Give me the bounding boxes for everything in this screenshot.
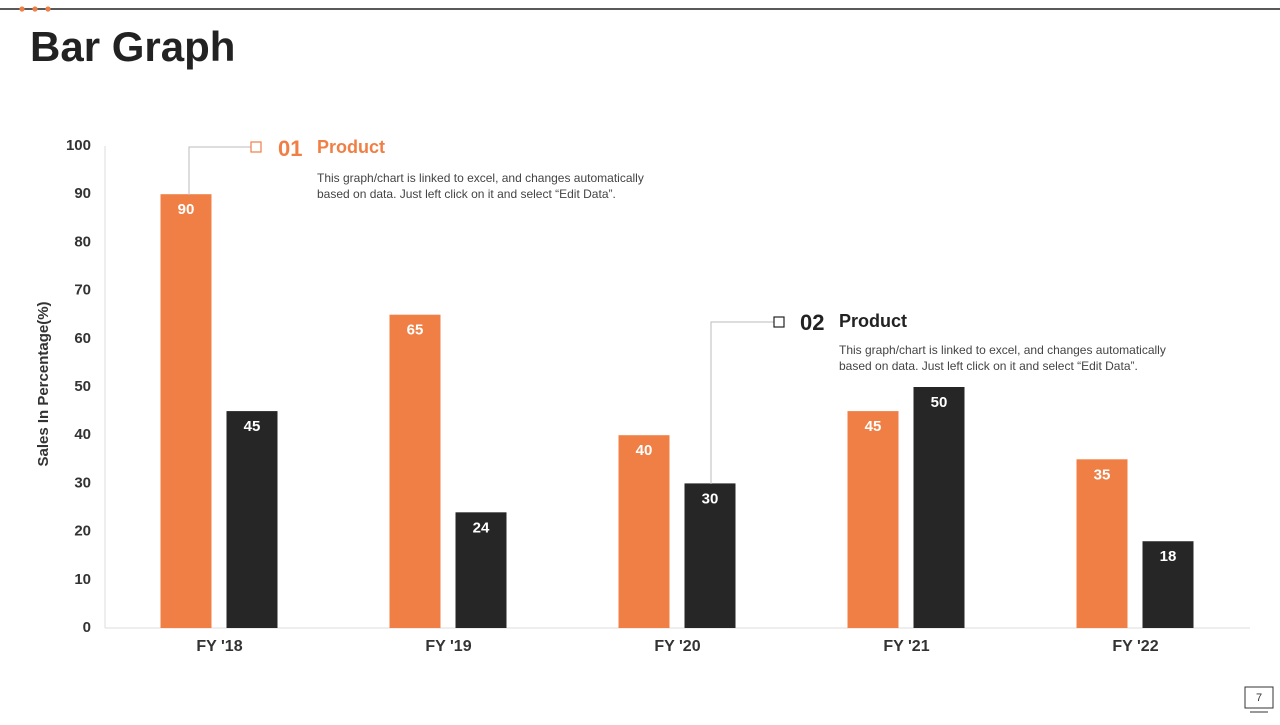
legend-description: based on data. Just left click on it and… bbox=[317, 187, 616, 201]
y-tick-label: 10 bbox=[74, 571, 91, 588]
value-label: 35 bbox=[1094, 466, 1111, 483]
bar bbox=[160, 194, 212, 628]
page-number: 7 bbox=[1256, 692, 1262, 704]
decor-dot bbox=[32, 6, 38, 12]
decor-dot bbox=[45, 6, 51, 12]
value-label: 50 bbox=[931, 394, 948, 411]
bar bbox=[684, 483, 736, 628]
bar bbox=[847, 411, 899, 628]
value-label: 40 bbox=[636, 442, 653, 459]
bar bbox=[618, 435, 670, 628]
leader-line bbox=[188, 146, 251, 195]
y-tick-label: 0 bbox=[83, 619, 91, 636]
bar bbox=[913, 387, 965, 628]
y-tick-label: 50 bbox=[74, 378, 91, 395]
bar bbox=[226, 411, 278, 628]
legend-entry: Product bbox=[317, 137, 385, 157]
legend-marker bbox=[250, 141, 262, 153]
legend-entry: Product bbox=[839, 311, 907, 331]
legend-number: 01 bbox=[278, 136, 302, 161]
y-tick-label: 80 bbox=[74, 233, 91, 250]
value-label: 24 bbox=[473, 519, 490, 536]
x-tick-label: FY '20 bbox=[654, 638, 700, 655]
value-label: 65 bbox=[407, 322, 424, 339]
bar bbox=[1076, 459, 1128, 628]
page-number-box bbox=[1244, 686, 1274, 709]
value-label: 30 bbox=[702, 490, 719, 507]
legend-description: This graph/chart is linked to excel, and… bbox=[839, 343, 1166, 357]
decor-dot bbox=[19, 6, 25, 12]
value-label: 45 bbox=[865, 418, 882, 435]
x-tick-label: FY '18 bbox=[196, 638, 242, 655]
slide-title: Bar Graph bbox=[30, 23, 235, 70]
value-label: 90 bbox=[178, 201, 195, 218]
y-axis-label: Sales In Percentage(%) bbox=[35, 301, 52, 466]
x-tick-label: FY '22 bbox=[1112, 638, 1158, 655]
y-tick-label: 90 bbox=[74, 185, 91, 202]
value-label: 18 bbox=[1160, 548, 1177, 565]
bar bbox=[389, 314, 441, 628]
x-tick-label: FY '21 bbox=[883, 638, 929, 655]
y-tick-label: 100 bbox=[66, 137, 91, 154]
y-tick-label: 30 bbox=[74, 474, 91, 491]
y-tick-label: 70 bbox=[74, 282, 91, 299]
legend-description: This graph/chart is linked to excel, and… bbox=[317, 171, 644, 185]
value-label: 45 bbox=[244, 418, 261, 435]
legend-number: 02 bbox=[800, 310, 824, 335]
legend-description: based on data. Just left click on it and… bbox=[839, 359, 1138, 373]
y-tick-label: 20 bbox=[74, 523, 91, 540]
x-tick-label: FY '19 bbox=[425, 638, 471, 655]
y-tick-label: 40 bbox=[74, 426, 91, 443]
bar bbox=[455, 512, 507, 628]
leader-line bbox=[710, 321, 774, 484]
y-tick-label: 60 bbox=[74, 330, 91, 347]
bar bbox=[1142, 541, 1194, 628]
legend-marker bbox=[773, 316, 785, 328]
